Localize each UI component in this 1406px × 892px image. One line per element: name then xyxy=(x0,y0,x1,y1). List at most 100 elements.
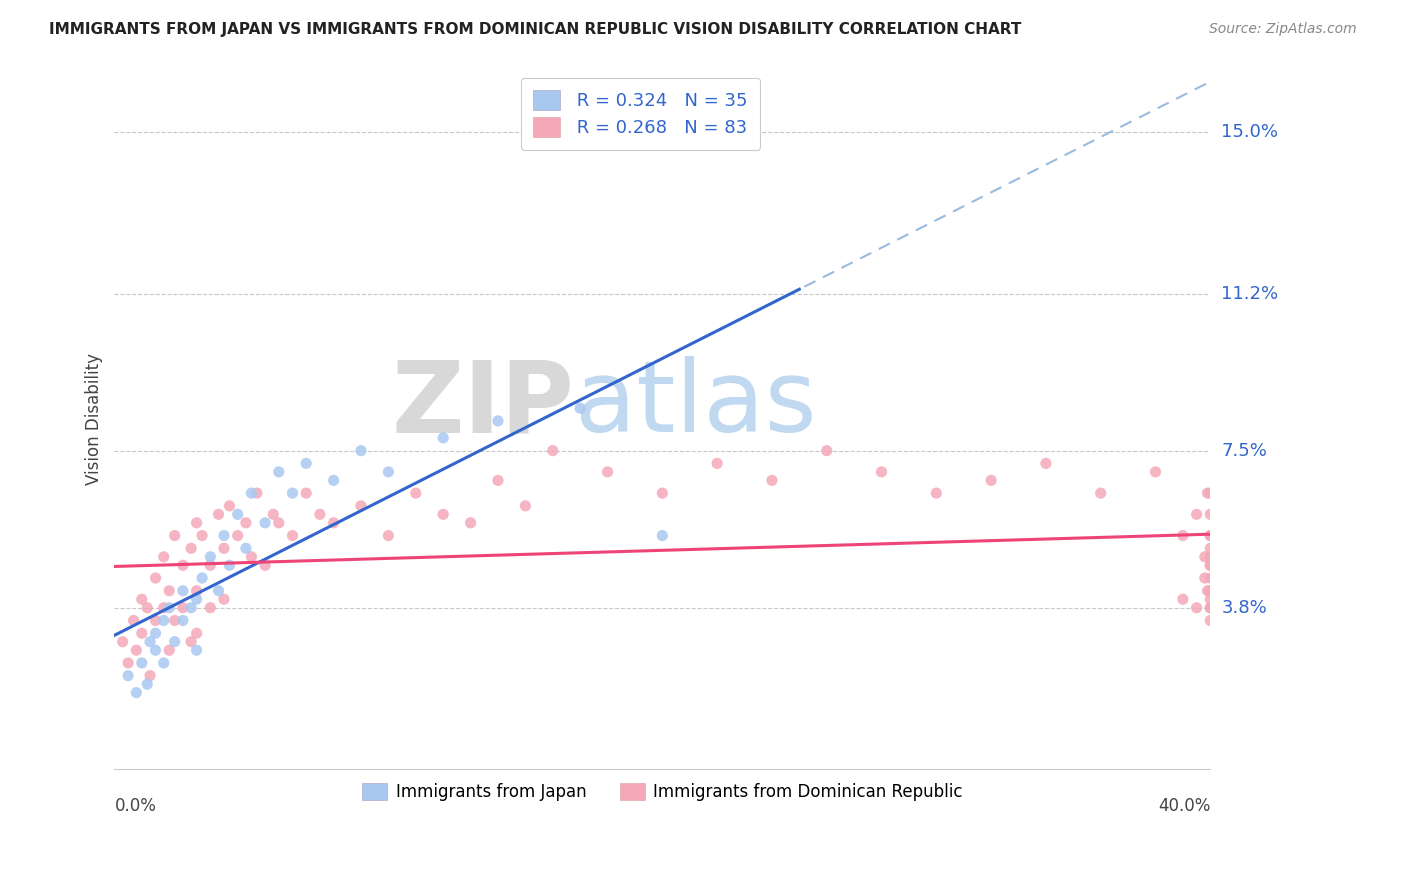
Point xyxy=(218,558,240,573)
Point xyxy=(1199,508,1222,522)
Point xyxy=(1197,486,1219,500)
Point xyxy=(295,456,318,470)
Point xyxy=(200,558,222,573)
Point xyxy=(186,516,208,530)
Point xyxy=(163,614,186,628)
Point xyxy=(172,600,194,615)
Point xyxy=(172,558,194,573)
Point xyxy=(432,508,454,522)
Point xyxy=(295,486,318,500)
Point xyxy=(172,583,194,598)
Point xyxy=(254,516,277,530)
Point xyxy=(145,571,167,585)
Point xyxy=(322,474,344,488)
Point xyxy=(486,474,509,488)
Point xyxy=(152,656,174,670)
Point xyxy=(122,614,145,628)
Point xyxy=(131,626,153,640)
Point xyxy=(350,499,373,513)
Point xyxy=(172,614,194,628)
Point xyxy=(596,465,619,479)
Point xyxy=(157,583,180,598)
Point xyxy=(815,443,838,458)
Point xyxy=(163,634,186,648)
Point xyxy=(131,656,153,670)
Text: IMMIGRANTS FROM JAPAN VS IMMIGRANTS FROM DOMINICAN REPUBLIC VISION DISABILITY CO: IMMIGRANTS FROM JAPAN VS IMMIGRANTS FROM… xyxy=(49,22,1022,37)
Point xyxy=(207,508,229,522)
Point xyxy=(377,528,399,542)
Text: ZIP: ZIP xyxy=(392,356,575,453)
Point xyxy=(117,656,139,670)
Point xyxy=(157,643,180,657)
Point xyxy=(1144,465,1167,479)
Point xyxy=(186,592,208,607)
Point xyxy=(139,668,162,682)
Point xyxy=(925,486,948,500)
Point xyxy=(980,474,1002,488)
Point xyxy=(267,465,290,479)
Text: 0.0%: 0.0% xyxy=(114,797,156,815)
Text: Source: ZipAtlas.com: Source: ZipAtlas.com xyxy=(1209,22,1357,37)
Point xyxy=(1199,541,1222,556)
Point xyxy=(117,668,139,682)
Point xyxy=(180,634,202,648)
Text: 3.8%: 3.8% xyxy=(1222,599,1267,616)
Text: 7.5%: 7.5% xyxy=(1222,442,1267,459)
Point xyxy=(212,541,235,556)
Point xyxy=(350,443,373,458)
Point xyxy=(1199,600,1222,615)
Point xyxy=(186,643,208,657)
Point xyxy=(432,431,454,445)
Point xyxy=(157,600,180,615)
Point xyxy=(870,465,893,479)
Point xyxy=(1199,558,1222,573)
Point xyxy=(226,508,249,522)
Point xyxy=(186,626,208,640)
Point xyxy=(125,686,148,700)
Point xyxy=(218,499,240,513)
Point xyxy=(212,592,235,607)
Legend: Immigrants from Japan, Immigrants from Dominican Republic: Immigrants from Japan, Immigrants from D… xyxy=(354,775,970,810)
Point xyxy=(111,634,134,648)
Point xyxy=(1199,528,1222,542)
Point xyxy=(207,583,229,598)
Point xyxy=(125,643,148,657)
Point xyxy=(1199,549,1222,564)
Point xyxy=(1199,571,1222,585)
Point xyxy=(1171,528,1194,542)
Point xyxy=(212,528,235,542)
Point xyxy=(235,541,257,556)
Point xyxy=(1197,583,1219,598)
Point xyxy=(1199,583,1222,598)
Point xyxy=(1199,592,1222,607)
Y-axis label: Vision Disability: Vision Disability xyxy=(86,353,103,485)
Text: atlas: atlas xyxy=(575,356,817,453)
Point xyxy=(152,614,174,628)
Point xyxy=(761,474,783,488)
Point xyxy=(240,486,263,500)
Point xyxy=(163,528,186,542)
Point xyxy=(1171,592,1194,607)
Point xyxy=(569,401,592,416)
Point xyxy=(541,443,564,458)
Point xyxy=(191,571,214,585)
Point xyxy=(1199,600,1222,615)
Point xyxy=(377,465,399,479)
Point xyxy=(152,600,174,615)
Point xyxy=(1194,571,1216,585)
Point xyxy=(139,634,162,648)
Point xyxy=(254,558,277,573)
Point xyxy=(145,643,167,657)
Point xyxy=(136,600,159,615)
Point xyxy=(1199,528,1222,542)
Point xyxy=(180,600,202,615)
Point xyxy=(240,549,263,564)
Point xyxy=(1090,486,1112,500)
Point xyxy=(1199,583,1222,598)
Point xyxy=(651,528,673,542)
Point xyxy=(145,614,167,628)
Point xyxy=(281,486,304,500)
Point xyxy=(309,508,332,522)
Text: 40.0%: 40.0% xyxy=(1159,797,1211,815)
Text: 15.0%: 15.0% xyxy=(1222,123,1278,141)
